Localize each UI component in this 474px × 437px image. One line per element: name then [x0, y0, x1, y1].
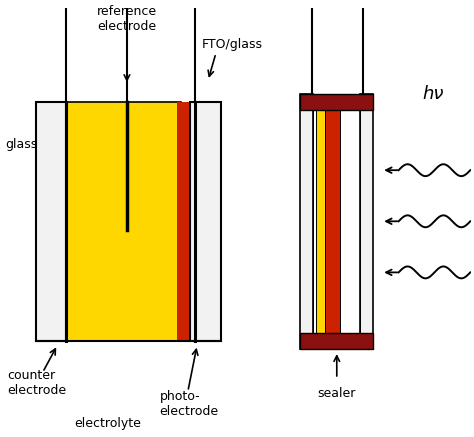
Text: glass/FTO: glass/FTO	[5, 138, 66, 151]
Bar	[177, 102, 195, 340]
Text: sealer: sealer	[318, 387, 356, 400]
Bar	[300, 94, 313, 349]
Text: hν: hν	[422, 84, 443, 103]
Bar	[325, 110, 340, 333]
Text: electrolyte: electrolyte	[75, 417, 142, 430]
Text: FTO/glass: FTO/glass	[202, 38, 263, 51]
Text: reference
electrode: reference electrode	[97, 5, 157, 33]
Bar	[300, 333, 373, 349]
Text: counter
electrode: counter electrode	[8, 369, 66, 397]
Bar	[316, 110, 325, 333]
Bar	[190, 102, 220, 340]
Bar	[66, 102, 181, 340]
Text: photo-
electrode: photo- electrode	[160, 390, 219, 418]
Bar	[360, 94, 373, 349]
Bar	[313, 94, 360, 349]
Bar	[36, 102, 66, 340]
Bar	[300, 94, 373, 110]
